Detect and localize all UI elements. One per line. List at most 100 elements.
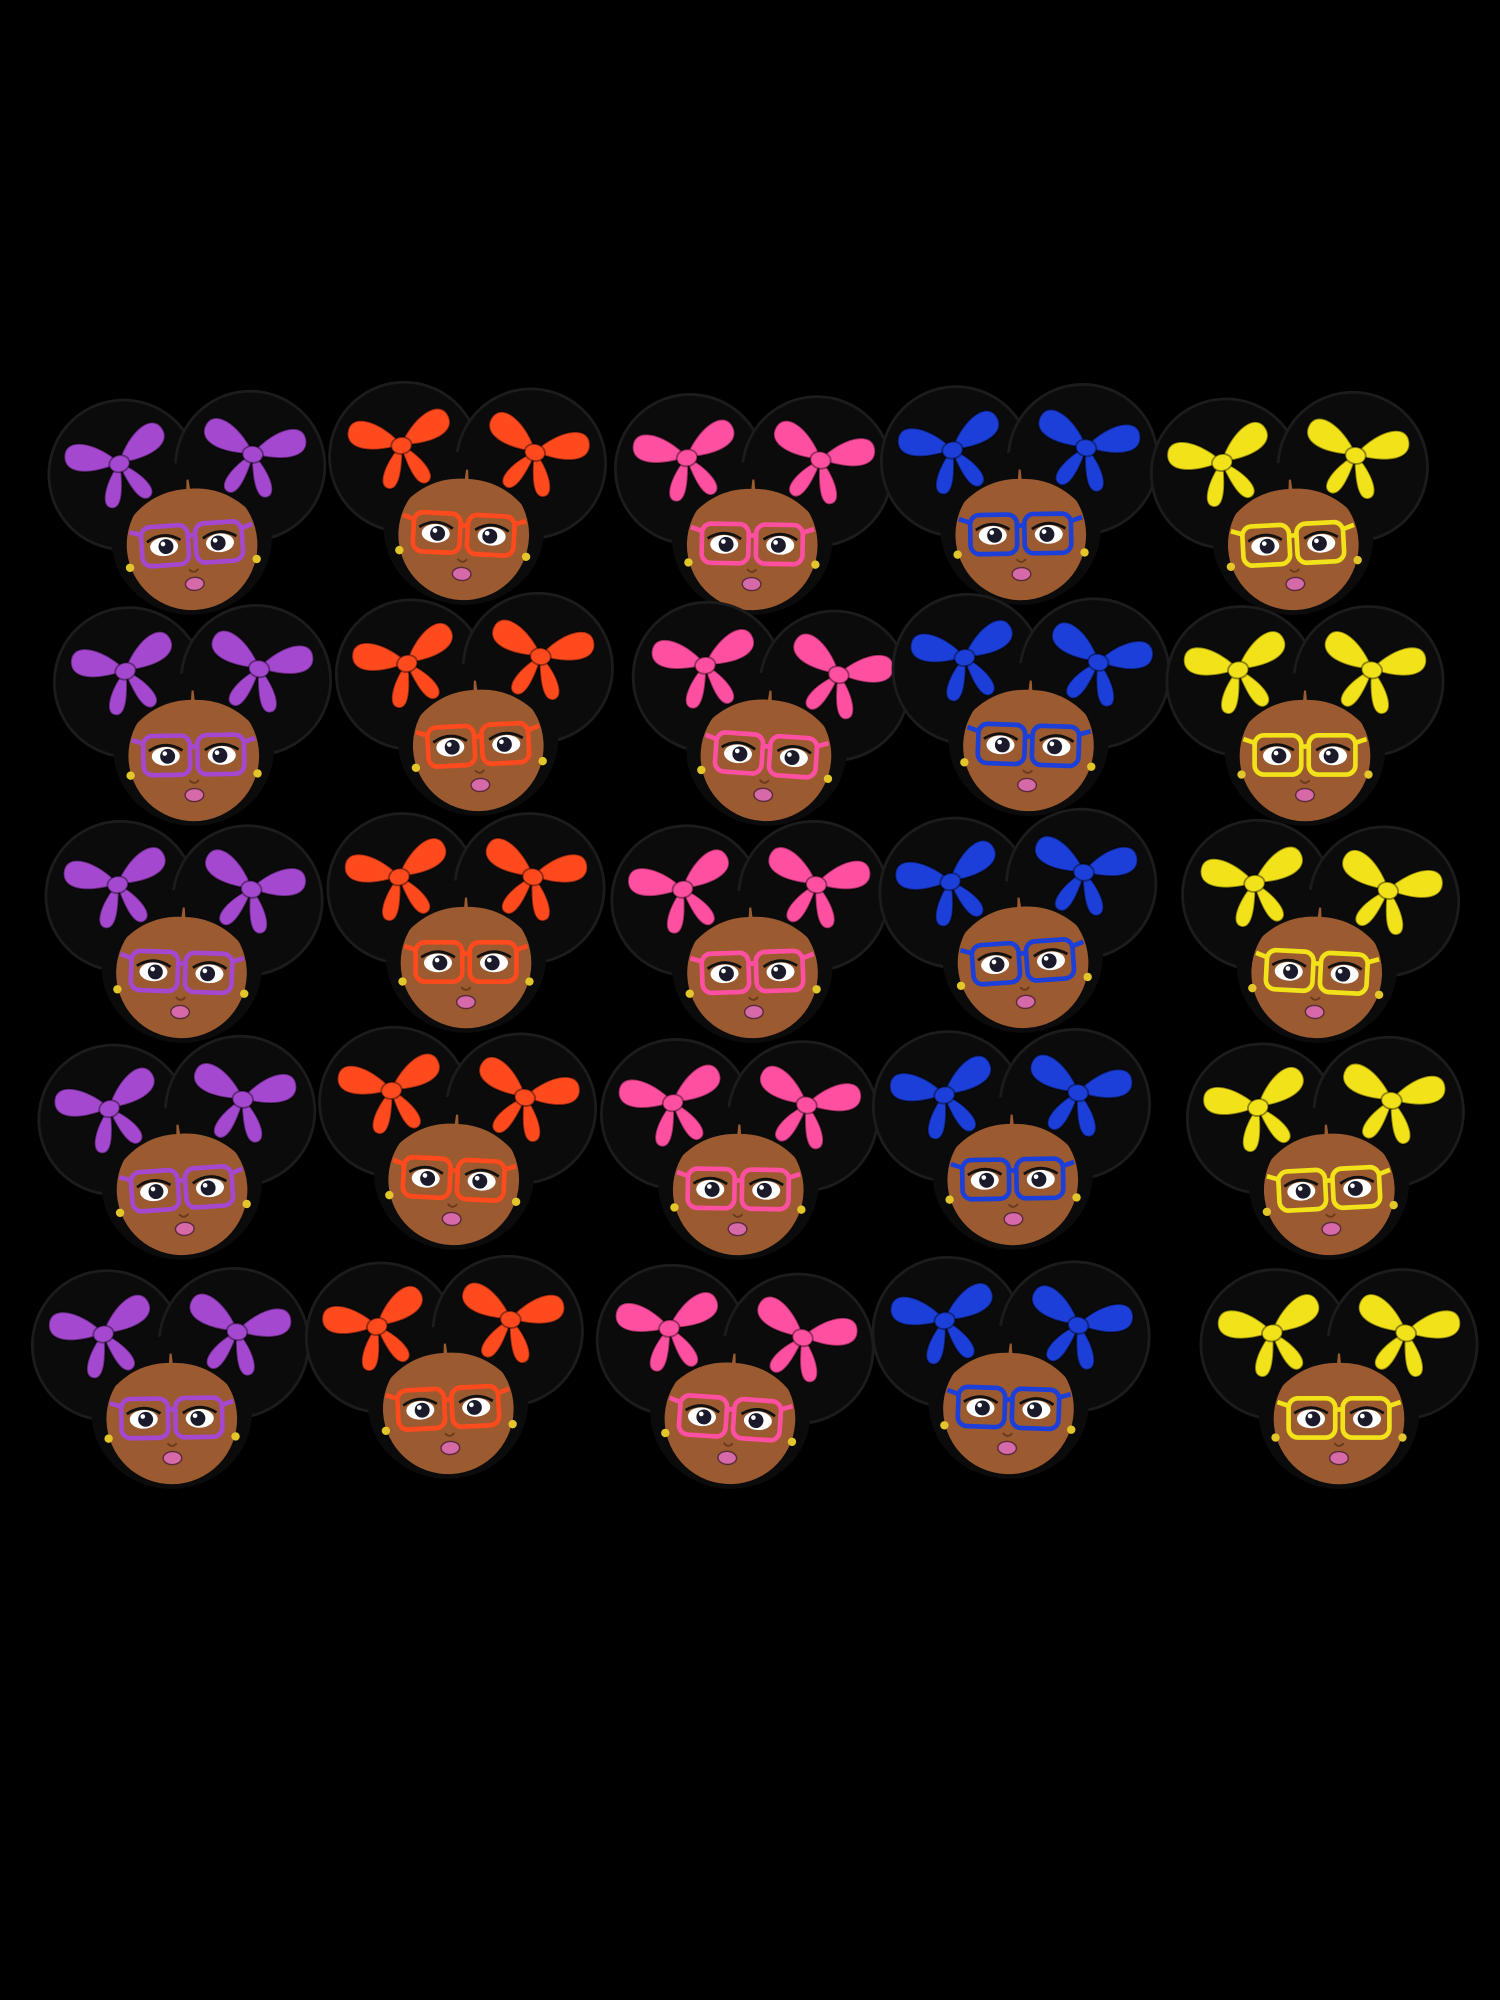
eyes bbox=[1259, 743, 1351, 766]
lips bbox=[1011, 566, 1032, 582]
eyes bbox=[706, 959, 798, 984]
lips bbox=[184, 787, 205, 803]
bow-left bbox=[650, 628, 756, 710]
face bbox=[398, 469, 530, 601]
earring-left bbox=[1226, 562, 1236, 571]
glasses bbox=[1230, 519, 1355, 568]
bead-orange-red-r1 bbox=[328, 380, 608, 605]
face bbox=[963, 680, 1094, 812]
bow-left bbox=[63, 421, 166, 510]
eyes bbox=[1271, 958, 1363, 984]
face bbox=[686, 479, 818, 611]
bead-orange-red-r5 bbox=[304, 1254, 584, 1479]
bead-purple-r1 bbox=[47, 389, 327, 615]
face bbox=[672, 1124, 804, 1256]
face bbox=[106, 1353, 238, 1485]
lips bbox=[174, 1221, 195, 1237]
earring-left bbox=[411, 763, 421, 772]
glasses bbox=[402, 509, 527, 558]
bead-pink-r4 bbox=[600, 1038, 880, 1260]
glasses bbox=[403, 940, 529, 984]
face bbox=[412, 680, 544, 812]
eyes bbox=[146, 530, 238, 557]
bow-left bbox=[631, 418, 736, 503]
glasses bbox=[118, 1164, 244, 1214]
eyes bbox=[692, 1176, 784, 1200]
lips bbox=[753, 787, 774, 803]
bead-yellow-r4 bbox=[1185, 1035, 1465, 1260]
bead-pink-r2 bbox=[631, 600, 911, 826]
earring-left bbox=[685, 989, 694, 998]
earring-left bbox=[953, 550, 962, 559]
bead-blue-r2 bbox=[891, 592, 1171, 816]
face bbox=[947, 1114, 1079, 1246]
bow-right bbox=[1323, 630, 1428, 715]
bead-blue-r5 bbox=[871, 1255, 1151, 1479]
lips bbox=[440, 1440, 461, 1456]
earring-left bbox=[126, 771, 135, 780]
earring-left bbox=[1237, 770, 1246, 779]
bow-right bbox=[758, 1064, 863, 1151]
earring-left bbox=[684, 558, 693, 567]
eyes bbox=[432, 731, 524, 757]
bow-right bbox=[188, 1292, 293, 1377]
face bbox=[116, 907, 247, 1039]
bow-left bbox=[614, 1291, 720, 1373]
face bbox=[955, 469, 1087, 601]
earring-left bbox=[113, 985, 122, 994]
bow-right bbox=[204, 848, 307, 935]
lips bbox=[1017, 777, 1038, 793]
earring-right bbox=[1364, 770, 1373, 779]
earring-left bbox=[381, 1426, 391, 1435]
lips bbox=[184, 576, 205, 592]
eyes bbox=[126, 1405, 218, 1429]
glasses bbox=[1266, 1164, 1391, 1213]
eyes bbox=[136, 959, 228, 984]
bead-blue-r3 bbox=[878, 807, 1158, 1033]
earring-left bbox=[104, 1434, 113, 1443]
earring-right bbox=[1374, 990, 1384, 999]
eyes bbox=[975, 521, 1067, 545]
earring-right bbox=[811, 560, 820, 569]
bead-blue-r4 bbox=[871, 1028, 1151, 1250]
bead-yellow-r5 bbox=[1199, 1268, 1479, 1489]
earring-left bbox=[945, 1195, 954, 1204]
lips bbox=[1285, 576, 1306, 592]
glasses bbox=[1276, 1395, 1402, 1440]
lips bbox=[997, 1440, 1018, 1456]
bow-left bbox=[889, 1282, 994, 1366]
face bbox=[700, 690, 832, 822]
bow-right bbox=[461, 1281, 566, 1364]
bow-left bbox=[351, 621, 454, 709]
eyes bbox=[1293, 1406, 1385, 1429]
face bbox=[1251, 907, 1383, 1039]
eyes bbox=[408, 1165, 500, 1191]
earring-right bbox=[1083, 972, 1092, 982]
earring-right bbox=[521, 552, 531, 561]
lips bbox=[170, 1004, 191, 1020]
eyes bbox=[983, 732, 1075, 757]
bead-purple-r4 bbox=[37, 1034, 317, 1260]
earring-right bbox=[538, 756, 547, 766]
earring-right bbox=[511, 1197, 521, 1206]
bead-orange-red-r3 bbox=[326, 812, 606, 1033]
bow-left bbox=[62, 846, 167, 930]
bow-right bbox=[1051, 621, 1154, 708]
bead-orange-red-r4 bbox=[318, 1025, 598, 1250]
bow-right bbox=[488, 410, 591, 498]
bow-right bbox=[767, 846, 872, 930]
bow-left bbox=[894, 839, 997, 928]
bow-right bbox=[484, 837, 589, 922]
lips bbox=[470, 777, 491, 793]
lips bbox=[455, 994, 477, 1010]
bow-right bbox=[772, 419, 877, 506]
bead-pink-r5 bbox=[595, 1263, 875, 1489]
glasses bbox=[1255, 947, 1380, 996]
bow-left bbox=[321, 1284, 424, 1372]
eyes bbox=[420, 950, 512, 973]
bead-purple-r5 bbox=[30, 1267, 310, 1489]
lips bbox=[1294, 787, 1316, 803]
earring-right bbox=[787, 1437, 797, 1447]
bead-yellow-r1 bbox=[1149, 390, 1429, 615]
